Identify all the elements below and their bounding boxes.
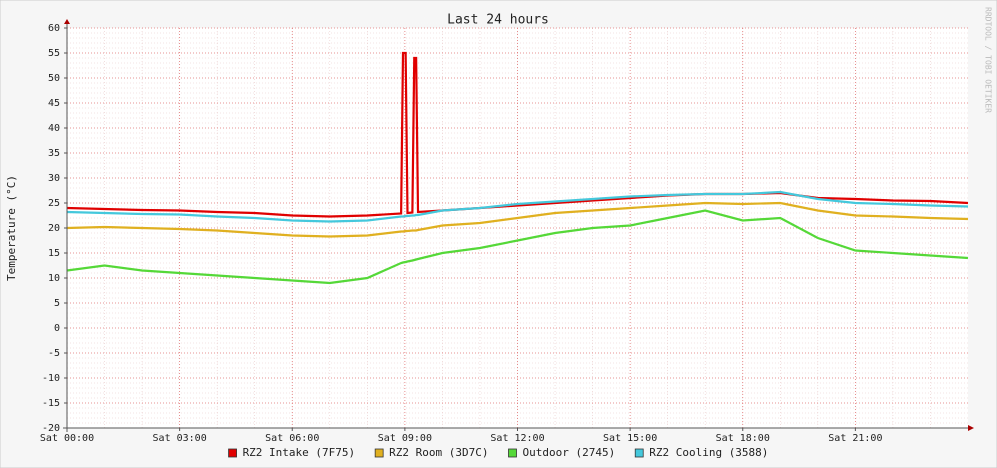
y-tick-label: 50 xyxy=(48,73,60,84)
legend-swatch xyxy=(508,448,517,458)
series-line xyxy=(66,209,969,285)
y-tick-label: -20 xyxy=(42,423,60,434)
y-tick-label: 25 xyxy=(48,198,60,209)
x-tick-label: Sat 03:00 xyxy=(153,433,207,444)
x-tick-label: Sat 06:00 xyxy=(265,433,319,444)
y-tick-label: 20 xyxy=(48,223,60,234)
legend-label: RZ2 Cooling (3588) xyxy=(649,446,768,459)
y-axis-arrow xyxy=(64,19,70,24)
x-tick-label: Sat 12:00 xyxy=(490,433,544,444)
x-tick-label: Sat 09:00 xyxy=(378,433,432,444)
y-axis-label: Temperature (°C) xyxy=(5,175,18,281)
y-tick-label: -10 xyxy=(42,373,60,384)
legend-label: Outdoor (2745) xyxy=(523,446,616,459)
y-tick-label: 35 xyxy=(48,148,60,159)
lines xyxy=(66,51,969,285)
x-axis-arrow xyxy=(968,425,974,431)
x-tick-label: Sat 15:00 xyxy=(603,433,657,444)
legend-swatch xyxy=(374,448,384,458)
y-tick-label: -15 xyxy=(42,398,60,409)
legend: RZ2 Intake (7F75) RZ2 Room (3D7C) Outdoor … xyxy=(228,446,768,459)
legend-label: RZ2 Intake (7F75) xyxy=(243,446,356,459)
x-tick-label: Sat 00:00 xyxy=(40,433,94,444)
x-tick-label: Sat 21:00 xyxy=(828,433,882,444)
legend-label: RZ2 Room (3D7C) xyxy=(389,446,488,459)
x-tick-label: Sat 18:00 xyxy=(716,433,770,444)
y-tick-label: 0 xyxy=(54,323,60,334)
series-line xyxy=(66,190,969,223)
y-tick-label: 40 xyxy=(48,123,60,134)
y-tick-label: -5 xyxy=(48,348,60,359)
grid xyxy=(66,27,968,429)
y-tick-label: 60 xyxy=(48,23,60,34)
y-tick-label: 15 xyxy=(48,248,60,259)
y-tick-label: 55 xyxy=(48,48,60,59)
y-tick-label: 30 xyxy=(48,173,60,184)
y-tick-label: 10 xyxy=(48,273,60,284)
legend-swatch xyxy=(634,448,644,458)
side-note: RRDTOOL / TOBI OETIKER xyxy=(984,7,993,113)
y-tick-label: 5 xyxy=(54,298,60,309)
chart-title: Last 24 hours xyxy=(447,13,549,28)
series-line xyxy=(66,201,969,238)
legend-swatch xyxy=(228,448,237,458)
y-tick-label: 45 xyxy=(48,98,60,109)
